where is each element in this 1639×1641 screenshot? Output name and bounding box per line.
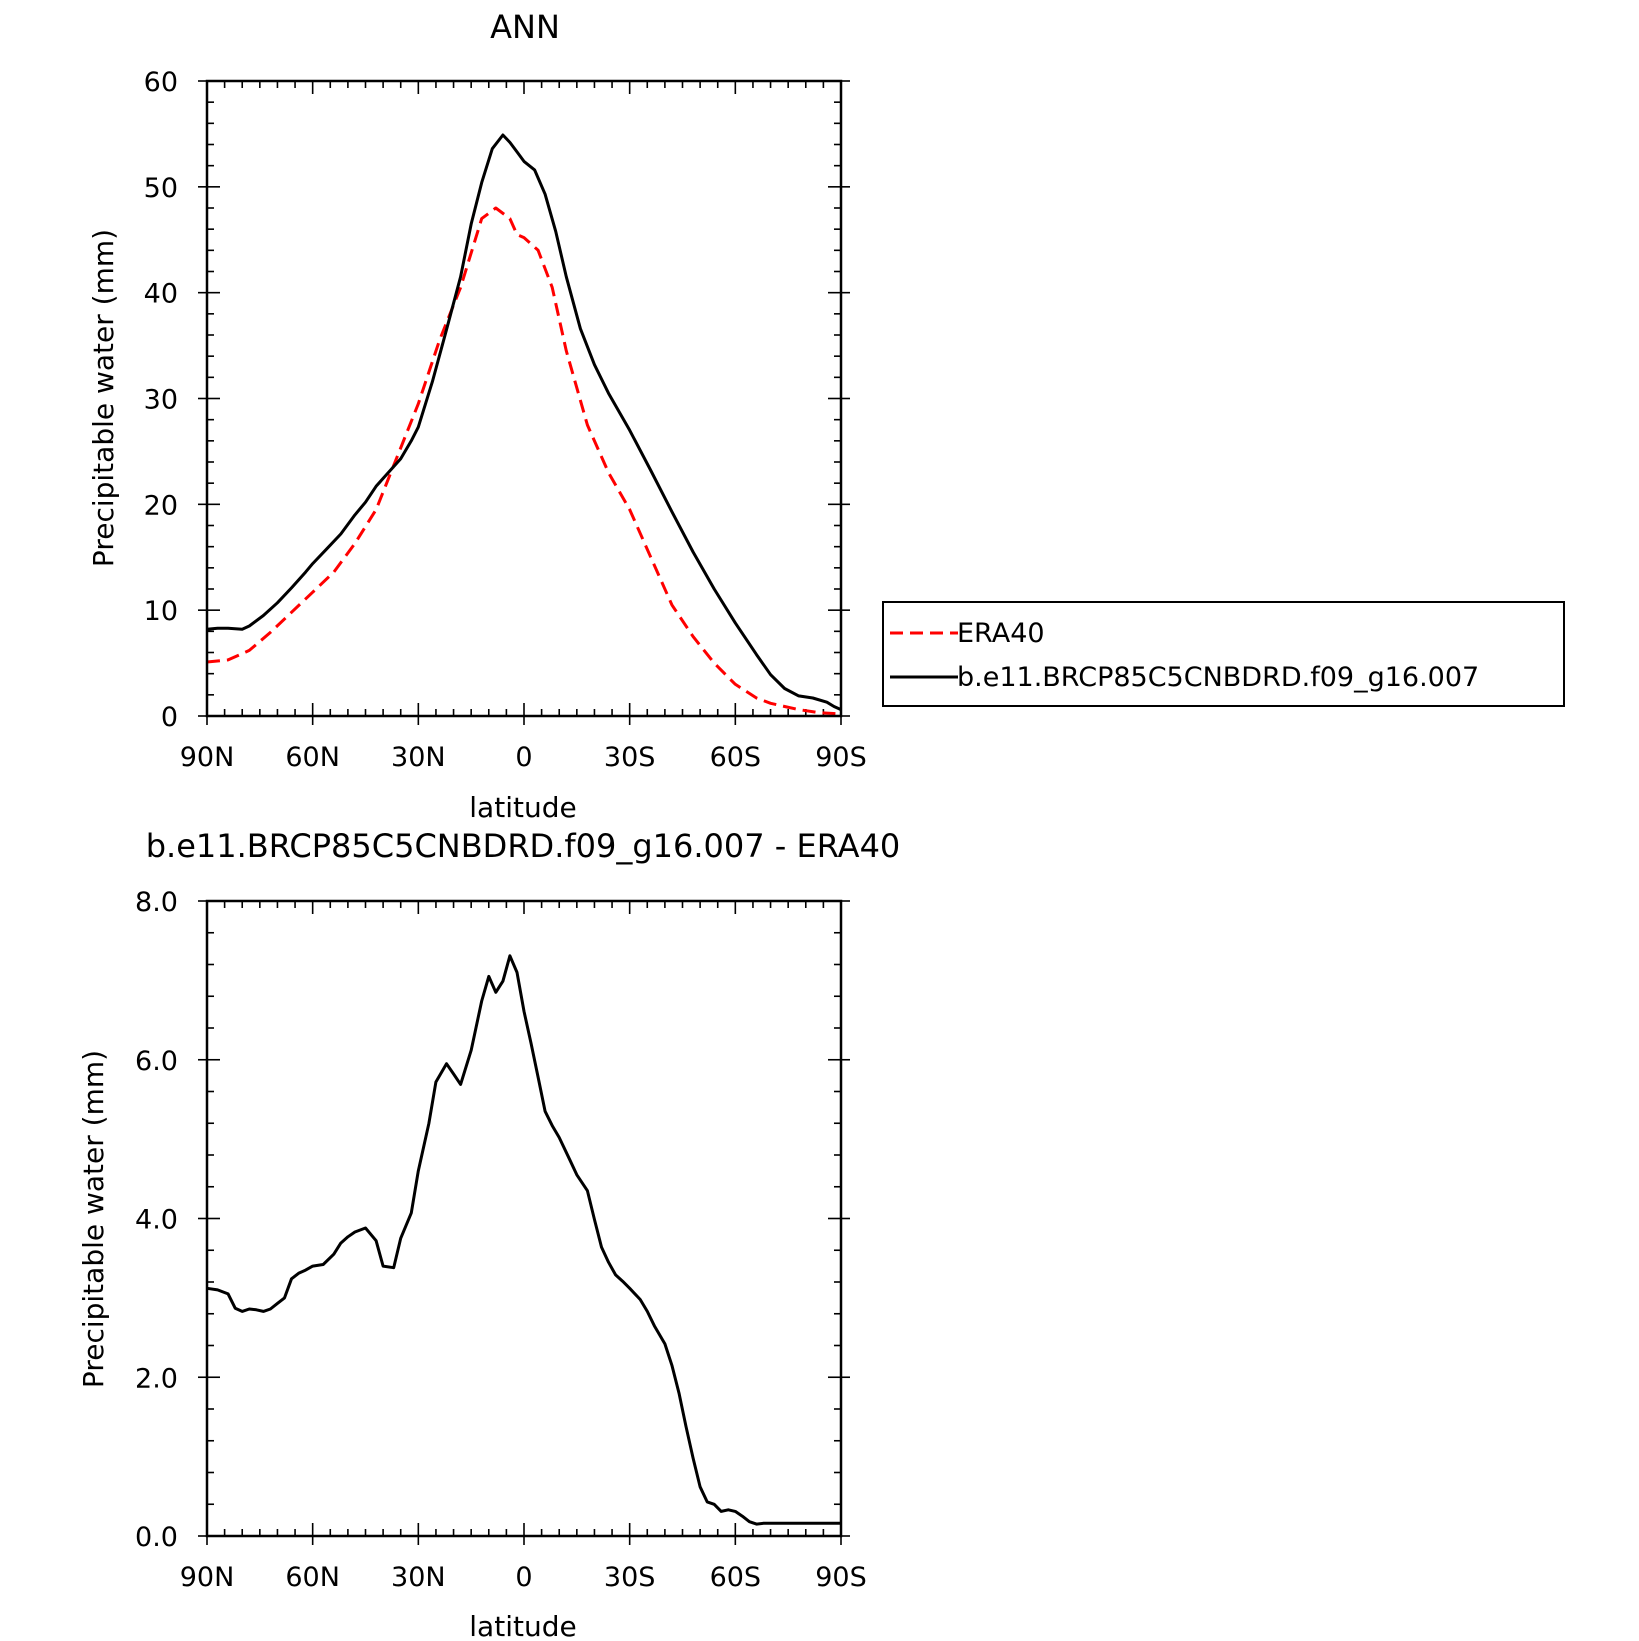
top-plot: ANN latitude Precipitable water (mm) 90N… [87,8,867,824]
top-y-tick-label: 60 [144,67,178,98]
bottom-x-tick-label: 30N [391,1562,446,1593]
top-x-tick-label: 60S [710,742,762,773]
legend-label-model: b.e11.BRCP85C5CNBDRD.f09_g16.007 [957,662,1479,693]
top-series-line-0 [206,206,842,716]
top-plot-ticks: 90N 60N 30N 0 30S 60S 90S 0 10 20 30 40 50 60 [144,67,867,773]
bottom-x-tick-label: 90S [815,1562,867,1593]
bottom-y-tick-label: 6.0 [135,1046,178,1077]
bottom-plot-frame [205,899,843,1538]
bottom-series-line-0 [206,954,841,1526]
bottom-x-tick-label: 0 [515,1562,532,1593]
top-series-line-1 [206,133,842,711]
top-plot-ylabel: Precipitable water (mm) [87,229,120,567]
top-plot-series [206,133,842,716]
bottom-plot-xlabel: latitude [469,1610,576,1641]
bottom-plot-ylabel: Precipitable water (mm) [77,1050,110,1388]
bottom-x-tick-label: 60S [710,1562,762,1593]
top-plot-xlabel: latitude [469,791,576,824]
top-x-tick-label: 0 [515,742,532,773]
top-y-tick-label: 0 [161,702,178,733]
top-y-tick-label: 50 [144,173,178,204]
bottom-x-tick-label: 60N [285,1562,340,1593]
bottom-y-tick-label: 8.0 [135,887,178,918]
bottom-plot-ticks: 90N 60N 30N 0 30S 60S 90S 0.0 2.0 4.0 6.0 8.0 [135,887,867,1593]
bottom-y-tick-label: 2.0 [135,1363,178,1394]
top-plot-title: ANN [490,8,560,46]
bottom-y-tick-label: 4.0 [135,1205,178,1236]
bottom-plot-series [206,954,841,1526]
bottom-x-tick-label: 30S [604,1562,656,1593]
top-x-tick-label: 30S [604,742,656,773]
bottom-plot: b.e11.BRCP85C5CNBDRD.f09_g16.007 - ERA40… [77,827,900,1641]
top-x-tick-label: 90N [180,742,235,773]
top-x-tick-label: 30N [391,742,446,773]
legend-label-era40: ERA40 [957,618,1045,649]
top-x-tick-label: 60N [285,742,340,773]
top-y-tick-label: 30 [144,385,178,416]
legend-box [882,601,1565,707]
bottom-y-tick-label: 0.0 [135,1522,178,1553]
bottom-plot-title: b.e11.BRCP85C5CNBDRD.f09_g16.007 - ERA40 [146,827,901,865]
top-x-tick-label: 90S [815,742,867,773]
bottom-x-tick-label: 90N [180,1562,235,1593]
top-y-tick-label: 20 [144,490,178,521]
top-plot-frame [205,79,843,718]
top-y-tick-label: 40 [144,279,178,310]
legend: ERA40 b.e11.BRCP85C5CNBDRD.f09_g16.007 [882,601,1565,707]
top-y-tick-label: 10 [144,596,178,627]
